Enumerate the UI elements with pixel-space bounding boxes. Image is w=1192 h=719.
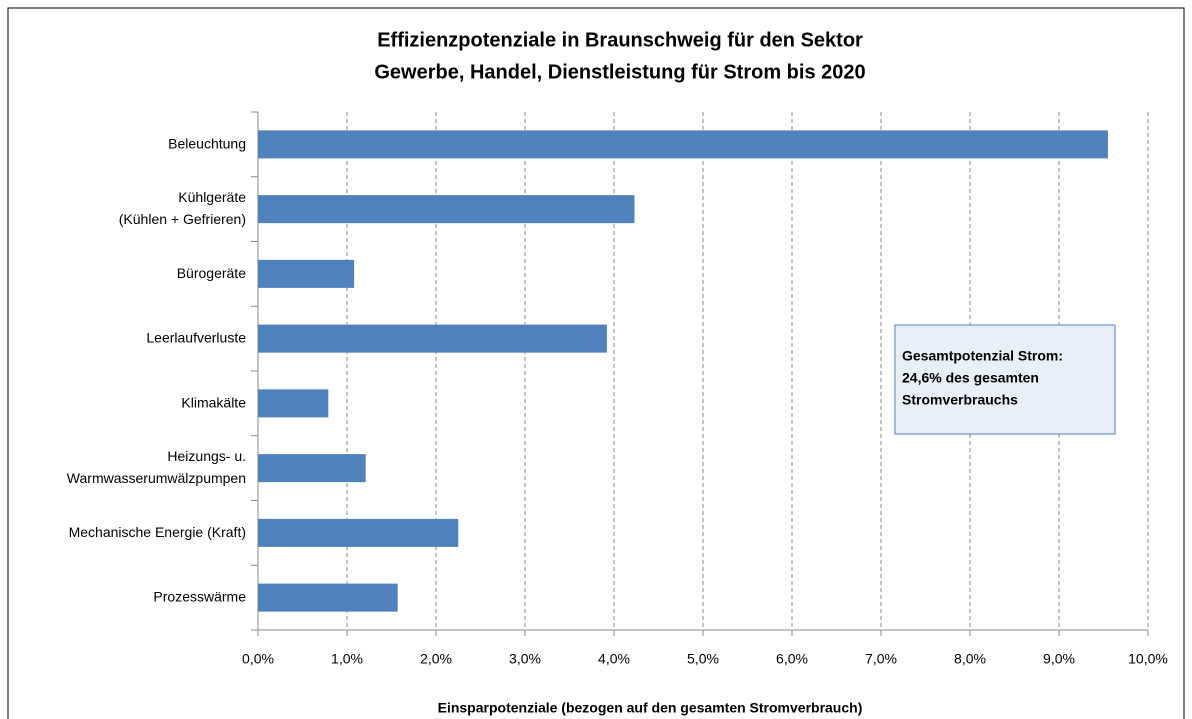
bar [258,389,329,418]
bar [258,583,398,612]
y-tick-label: Prozesswärme [153,588,246,604]
chart-title: Effizienzpotenziale in Braunschweig für … [377,29,863,51]
annotation-box [894,324,1116,435]
x-tick-label: 10,0% [1128,651,1168,667]
chart-title: Gewerbe, Handel, Dienstleistung für Stro… [374,61,865,83]
x-tick-label: 8,0% [954,651,986,667]
x-tick-label: 1,0% [331,651,363,667]
y-tick-label: Leerlaufverluste [146,329,246,345]
bar [258,324,607,353]
y-tick-label: Kühlgeräte (Kühlen + Gefrieren) [119,189,246,227]
x-tick-label: 9,0% [1043,651,1075,667]
bar [258,518,459,547]
annotation: 24,6% des gesamten [902,370,1039,386]
y-tick-label: Bürogeräte [177,265,246,281]
bar [258,130,1108,159]
x-tick-label: 0,0% [242,651,274,667]
x-tick-label: 5,0% [687,651,719,667]
annotation: Gesamtpotenzial Strom: [902,348,1063,364]
x-axis-label: Einsparpotenziale (bezogen auf den gesam… [438,700,863,716]
x-tick-label: 7,0% [865,651,897,667]
bar [258,454,366,483]
x-tick-label: 4,0% [598,651,630,667]
x-tick-label: 6,0% [776,651,808,667]
y-tick-label: Klimakälte [181,394,246,410]
x-tick-label: 3,0% [509,651,541,667]
y-tick-label: Mechanische Energie (Kraft) [69,524,246,540]
x-tick-label: 2,0% [420,651,452,667]
y-tick-label: Heizungs- u. Warmwasserumwälzpumpen [67,448,246,486]
bar [258,259,355,288]
y-tick-label: Beleuchtung [168,135,246,151]
bar [258,195,635,224]
annotation: Stromverbrauchs [902,392,1018,408]
